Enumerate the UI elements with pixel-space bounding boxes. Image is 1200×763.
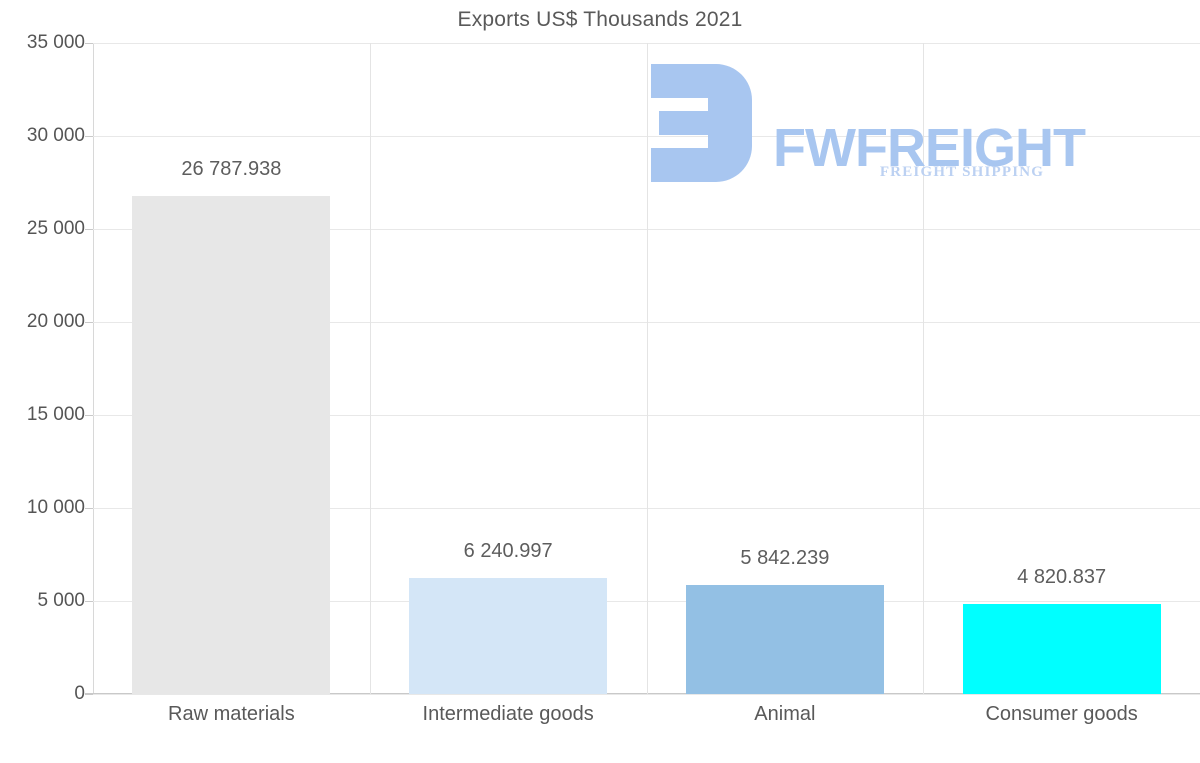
y-axis-tick-label: 10 000 [26, 497, 85, 518]
gridline-horizontal [93, 136, 1200, 137]
gridline-vertical [647, 43, 648, 694]
gridline-horizontal [93, 508, 1200, 509]
bar-value-label: 4 820.837 [1017, 566, 1107, 589]
gridline-horizontal [93, 694, 1200, 695]
gridline-horizontal [93, 415, 1200, 416]
bar-value-label: 5 842.239 [740, 547, 830, 570]
gridline-horizontal [93, 43, 1200, 44]
y-axis-tick-label: 20 000 [26, 311, 85, 332]
y-axis-tick [85, 601, 93, 602]
gridline-horizontal [93, 322, 1200, 323]
x-axis-tick-label: Animal [754, 703, 816, 725]
bar-2[interactable] [409, 577, 608, 694]
gridline-vertical [923, 43, 924, 694]
y-axis-tick-label: 0 [74, 683, 85, 704]
x-axis-tick-label: Intermediate goods [422, 703, 594, 725]
x-axis-line [85, 693, 1200, 694]
y-axis-tick-label: 5 000 [37, 590, 85, 611]
y-axis-tick [85, 415, 93, 416]
chart-title: Exports US$ Thousands 2021 [457, 8, 743, 31]
x-axis-tick-label: Raw materials [168, 703, 295, 725]
bar-1[interactable] [132, 195, 331, 694]
gridline-horizontal [93, 229, 1200, 230]
y-axis-labels: 0 5 000 10 000 15 000 20 000 25 000 30 000 35 0… [0, 32, 85, 704]
bar-value-label: 6 240.997 [463, 539, 553, 562]
plot-area [85, 43, 1200, 695]
y-axis-tick [85, 694, 93, 695]
y-axis-tick-label: 25 000 [26, 218, 85, 239]
y-axis-tick [85, 136, 93, 137]
y-axis-tick [85, 322, 93, 323]
bar-3[interactable] [685, 585, 884, 694]
y-axis-tick-label: 15 000 [26, 404, 85, 425]
bar-value-label: 26 787.938 [181, 157, 282, 180]
y-axis-tick [85, 508, 93, 509]
y-axis-tick [85, 43, 93, 44]
gridline-horizontal [93, 601, 1200, 602]
gridline-vertical [370, 43, 371, 694]
y-axis-tick-label: 35 000 [26, 32, 85, 53]
bar-4[interactable] [962, 604, 1161, 694]
y-axis-line [93, 43, 94, 694]
y-axis-tick [85, 229, 93, 230]
x-axis-tick-label: Consumer goods [985, 703, 1138, 725]
y-axis-tick-label: 30 000 [26, 125, 85, 146]
